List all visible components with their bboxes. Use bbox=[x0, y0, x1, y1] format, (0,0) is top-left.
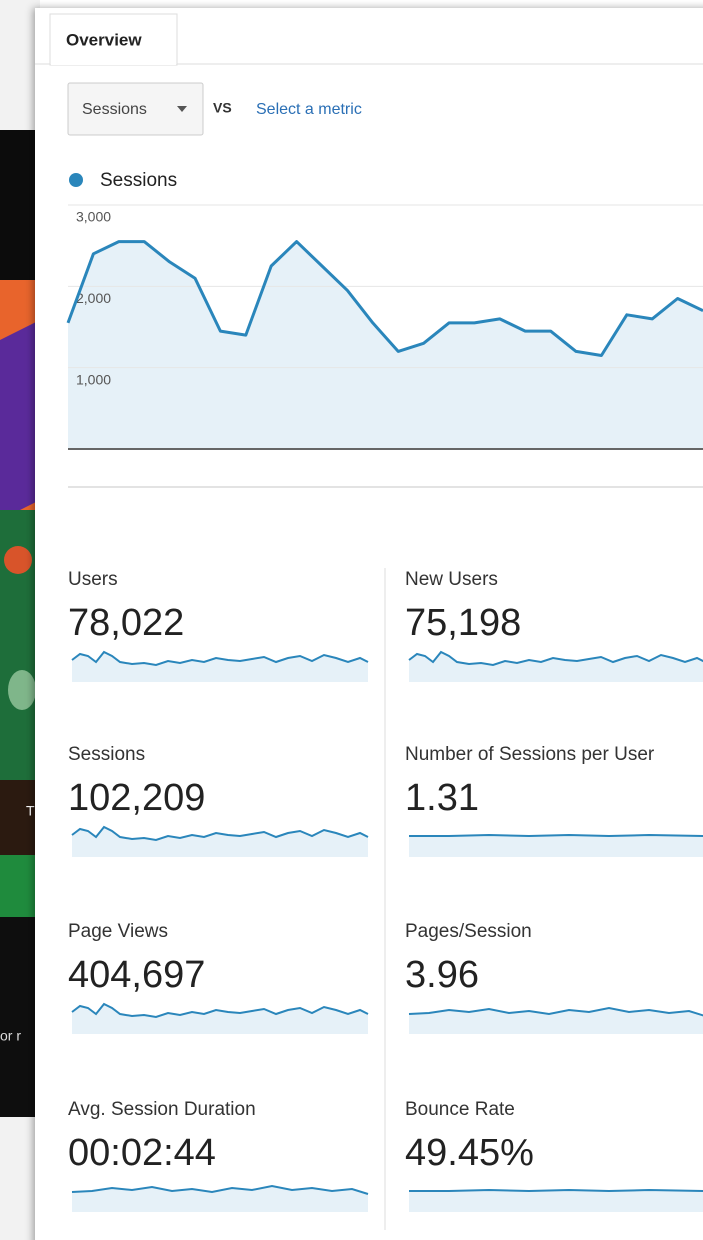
sparkline-line bbox=[409, 835, 703, 836]
metric-value: 00:02:44 bbox=[68, 1132, 216, 1174]
legend-swatch bbox=[69, 173, 83, 187]
metric-value: 75,198 bbox=[405, 602, 521, 644]
bg-text: or r bbox=[0, 1028, 21, 1044]
metric-label: New Users bbox=[405, 569, 498, 590]
sparkline-area bbox=[409, 1190, 703, 1212]
metric-label: Number of Sessions per User bbox=[405, 744, 655, 765]
select-metric-link[interactable]: Select a metric bbox=[256, 101, 362, 118]
metric-label: Pages/Session bbox=[405, 921, 532, 942]
metric-label: Sessions bbox=[68, 744, 145, 765]
screenshot: T or r Overview Sessions VS Select a met… bbox=[0, 0, 703, 1240]
page: {"tab": "Overview", "metric_selector": {… bbox=[0, 0, 703, 1240]
sparkline bbox=[409, 835, 703, 857]
metric-value: 3.96 bbox=[405, 954, 479, 996]
metric-value: 49.45% bbox=[405, 1132, 534, 1174]
bg-image-leaf bbox=[8, 670, 36, 710]
sparkline-area bbox=[409, 835, 703, 857]
bg-text: T bbox=[26, 803, 35, 819]
tab-label[interactable]: Overview bbox=[66, 30, 142, 49]
sparkline bbox=[409, 1190, 703, 1212]
metric-value: 78,022 bbox=[68, 602, 184, 644]
metric-value: 102,209 bbox=[68, 777, 205, 819]
y-tick-label: 1,000 bbox=[76, 371, 111, 387]
metric-value: 404,697 bbox=[68, 954, 205, 996]
sparkline bbox=[409, 1008, 703, 1034]
sparkline-line bbox=[409, 1190, 703, 1191]
bg-image-purple bbox=[0, 320, 40, 520]
bg-image-green2 bbox=[0, 855, 40, 917]
vs-label: VS bbox=[213, 100, 232, 116]
bg-image-dark bbox=[0, 130, 40, 280]
metric-label: Page Views bbox=[68, 921, 168, 942]
metric-label: Bounce Rate bbox=[405, 1099, 515, 1120]
metric-value: 1.31 bbox=[405, 777, 479, 819]
metric-label: Users bbox=[68, 569, 118, 590]
sparkline bbox=[72, 1186, 368, 1212]
bg-image-black bbox=[0, 917, 40, 1117]
metric-label: Avg. Session Duration bbox=[68, 1099, 256, 1120]
bg-image-flower bbox=[4, 546, 32, 574]
legend-label: Sessions bbox=[100, 170, 177, 191]
y-tick-label: 3,000 bbox=[76, 209, 111, 225]
dropdown-label[interactable]: Sessions bbox=[82, 101, 147, 118]
y-tick-label: 2,000 bbox=[76, 290, 111, 306]
